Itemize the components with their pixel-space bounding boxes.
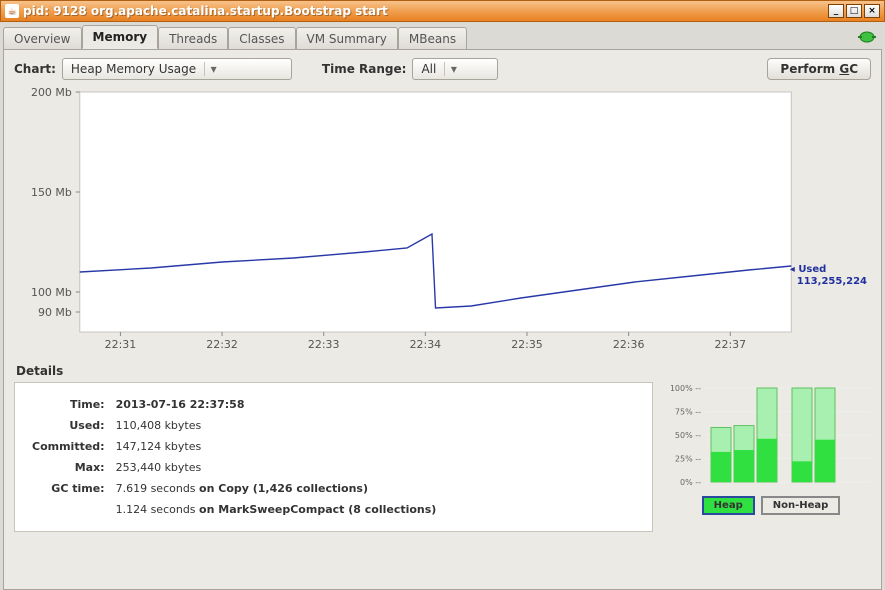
svg-text:100% --: 100% -- xyxy=(671,384,701,393)
chart-toolbar: Chart: Heap Memory Usage ▾ Time Range: A… xyxy=(14,58,871,80)
details-box: Time:2013-07-16 22:37:58Used:110,408 kby… xyxy=(14,382,653,532)
svg-text:22:36: 22:36 xyxy=(613,338,645,351)
memory-panel: Chart: Heap Memory Usage ▾ Time Range: A… xyxy=(3,49,882,590)
chevron-down-icon: ▾ xyxy=(204,62,222,76)
svg-text:0% --: 0% -- xyxy=(680,478,701,487)
chart-label: Chart: xyxy=(14,62,56,76)
detail-key: Used: xyxy=(31,416,113,435)
java-icon: ☕ xyxy=(5,4,19,18)
svg-text:22:37: 22:37 xyxy=(715,338,747,351)
chart-used-callout: ◂ Used 113,255,224 xyxy=(790,264,867,287)
tab-vm-summary[interactable]: VM Summary xyxy=(296,27,398,50)
tab-overview[interactable]: Overview xyxy=(3,27,82,50)
svg-text:90 Mb: 90 Mb xyxy=(38,306,72,319)
connection-status-icon xyxy=(858,30,876,44)
time-range-label: Time Range: xyxy=(322,62,407,76)
detail-key: Time: xyxy=(31,395,113,414)
chevron-down-icon: ▾ xyxy=(444,62,462,76)
nonheap-toggle[interactable]: Non-Heap xyxy=(761,496,841,515)
minimize-button[interactable]: _ xyxy=(828,4,844,18)
svg-text:150 Mb: 150 Mb xyxy=(31,186,72,199)
svg-text:25% --: 25% -- xyxy=(675,455,701,464)
detail-val: 110,408 kbytes xyxy=(115,416,438,435)
maximize-button[interactable]: □ xyxy=(846,4,862,18)
window-title: pid: 9128 org.apache.catalina.startup.Bo… xyxy=(23,4,388,18)
detail-val: 147,124 kbytes xyxy=(115,437,438,456)
window-titlebar: ☕ pid: 9128 org.apache.catalina.startup.… xyxy=(0,0,885,22)
detail-val: 253,440 kbytes xyxy=(115,458,438,477)
svg-text:22:33: 22:33 xyxy=(308,338,340,351)
detail-val: 2013-07-16 22:37:58 xyxy=(115,395,438,414)
svg-text:200 Mb: 200 Mb xyxy=(31,86,72,99)
svg-text:22:35: 22:35 xyxy=(511,338,543,351)
tab-mbeans[interactable]: MBeans xyxy=(398,27,467,50)
tab-classes[interactable]: Classes xyxy=(228,27,295,50)
tab-threads[interactable]: Threads xyxy=(158,27,228,50)
chart-selector-value: Heap Memory Usage xyxy=(71,62,196,76)
perform-gc-button[interactable]: Perform GC xyxy=(767,58,871,80)
chart-selector[interactable]: Heap Memory Usage ▾ xyxy=(62,58,292,80)
svg-text:22:34: 22:34 xyxy=(410,338,442,351)
detail-key: Max: xyxy=(31,458,113,477)
svg-text:22:31: 22:31 xyxy=(105,338,137,351)
svg-text:75% --: 75% -- xyxy=(675,408,701,417)
time-range-selector[interactable]: All ▾ xyxy=(412,58,498,80)
details-heading: Details xyxy=(16,364,871,378)
heap-toggle[interactable]: Heap xyxy=(702,496,755,515)
detail-key: Committed: xyxy=(31,437,113,456)
close-button[interactable]: × xyxy=(864,4,880,18)
tab-bar: OverviewMemoryThreadsClassesVM SummaryMB… xyxy=(3,25,882,49)
svg-text:100 Mb: 100 Mb xyxy=(31,286,72,299)
svg-text:22:32: 22:32 xyxy=(206,338,238,351)
svg-text:50% --: 50% -- xyxy=(675,431,701,440)
tab-memory[interactable]: Memory xyxy=(82,25,159,49)
memory-chart: 90 Mb 100 Mb 150 Mb 200 Mb 22:31 22:32 22:33 22… xyxy=(14,86,871,356)
memory-bar-panel: 100% -- 75% -- 50% -- 25% -- 0% -- Heap Non-… xyxy=(671,382,871,532)
time-range-value: All xyxy=(421,62,436,76)
